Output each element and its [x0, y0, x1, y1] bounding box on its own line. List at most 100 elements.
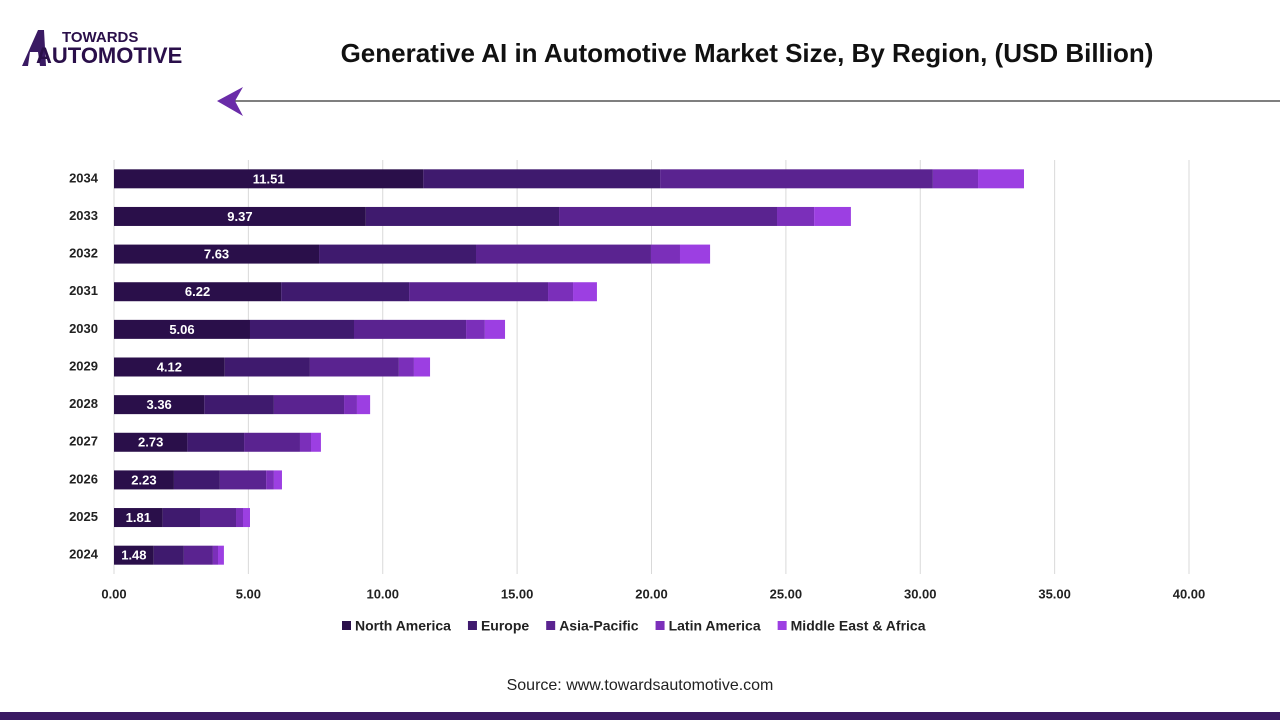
x-tick-label: 15.00 — [501, 586, 534, 601]
y-tick-label: 2033 — [69, 208, 98, 223]
arrow-head — [217, 87, 243, 116]
legend-swatch — [655, 621, 665, 630]
bar-segment — [183, 545, 213, 565]
y-tick-label: 2024 — [69, 547, 99, 562]
y-tick-label: 2031 — [69, 283, 98, 298]
data-label: 4.12 — [157, 359, 182, 374]
bar-segment — [114, 319, 250, 339]
data-label: 6.22 — [185, 284, 210, 299]
legend-swatch — [342, 621, 351, 630]
bar-segment — [114, 395, 205, 415]
logo-text: TOWARDS — [62, 29, 138, 46]
logo-icon — [22, 30, 46, 66]
bar-segment — [114, 470, 174, 490]
bar-segment — [114, 357, 225, 377]
bar-segment — [273, 470, 282, 490]
bar-segment — [398, 357, 414, 377]
footer-strip — [0, 712, 1280, 720]
x-tick-label: 40.00 — [1173, 586, 1206, 601]
bar-segment — [114, 244, 320, 264]
bar-segment — [777, 206, 815, 226]
bar-segment — [679, 244, 711, 264]
bar-segment — [244, 432, 300, 452]
bar-segment — [484, 319, 506, 339]
bar-segment — [650, 244, 680, 264]
bar-segment — [249, 319, 354, 339]
legend-label: Europe — [481, 618, 529, 634]
bar-segment — [187, 432, 245, 452]
bar-segment — [413, 357, 431, 377]
y-tick-label: 2027 — [69, 434, 98, 449]
bar-segment — [573, 282, 597, 302]
bar-segment — [978, 169, 1024, 189]
bar-segment — [476, 244, 651, 264]
y-tick-label: 2025 — [69, 509, 98, 524]
x-tick-label: 5.00 — [236, 586, 261, 601]
bar-segment — [548, 282, 574, 302]
y-tick-label: 2032 — [69, 246, 98, 261]
x-tick-label: 20.00 — [635, 586, 668, 601]
bar-segment — [219, 470, 267, 490]
x-tick-label: 0.00 — [101, 586, 126, 601]
bar-segment — [660, 169, 933, 189]
data-label: 1.81 — [126, 510, 151, 525]
bar-segment — [273, 395, 345, 415]
bar-segment — [309, 357, 399, 377]
bar-segment — [266, 470, 274, 490]
y-tick-label: 2029 — [69, 358, 98, 373]
data-label: 1.48 — [121, 548, 146, 563]
logo-text: AUTOMOTIVE — [36, 43, 182, 68]
legend-swatch — [777, 621, 787, 630]
bar-segment — [466, 319, 485, 339]
x-tick-label: 25.00 — [770, 586, 803, 601]
y-tick-label: 2030 — [69, 321, 98, 336]
bar-segment — [224, 357, 310, 377]
bar-segment — [559, 206, 778, 226]
bar-segment — [212, 545, 219, 565]
legend-swatch — [546, 621, 556, 630]
y-tick-label: 2034 — [69, 170, 99, 185]
bar-segment — [356, 395, 371, 415]
bar-segment — [114, 508, 163, 528]
bar-segment — [353, 319, 467, 339]
y-tick-label: 2026 — [69, 471, 98, 486]
data-label: 2.73 — [138, 435, 163, 450]
bar-segment — [114, 432, 188, 452]
bar-segment — [319, 244, 477, 264]
bar-segment — [365, 206, 560, 226]
bar-segment — [281, 282, 410, 302]
bar-segment — [409, 282, 549, 302]
bar-segment — [114, 282, 282, 302]
data-label: 7.63 — [204, 247, 229, 262]
legend-label: Latin America — [669, 618, 761, 634]
y-tick-label: 2028 — [69, 396, 98, 411]
plot: 0.00 5.00 10.00 15.00 20.00 25.00 30.00 35.00 40… — [69, 160, 1205, 634]
chart-title: Generative AI in Automotive Market Size,… — [341, 38, 1154, 68]
data-label: 3.36 — [146, 397, 171, 412]
bar-segment — [114, 169, 424, 189]
data-label: 5.06 — [169, 322, 194, 337]
bar-segment — [236, 508, 243, 528]
legend-label: Asia-Pacific — [559, 618, 639, 634]
bar-segment — [153, 545, 184, 565]
data-label: 9.37 — [227, 209, 252, 224]
bar-segment — [299, 432, 311, 452]
legend-swatch — [467, 621, 477, 630]
bar-segment — [114, 206, 366, 226]
x-tick-label: 30.00 — [904, 586, 937, 601]
bar-segment — [932, 169, 979, 189]
bar-segment — [204, 395, 274, 415]
bar-segment — [173, 470, 220, 490]
bar-segment — [423, 169, 661, 189]
bar-segment — [218, 545, 224, 565]
bar-segment — [310, 432, 321, 452]
legend-label: Middle East & Africa — [791, 618, 926, 634]
x-tick-label: 35.00 — [1038, 586, 1071, 601]
data-label: 11.51 — [253, 171, 285, 186]
bar-segment — [243, 508, 250, 528]
bar-segment — [344, 395, 357, 415]
x-tick-label: 10.00 — [366, 586, 399, 601]
bar-segment — [162, 508, 200, 528]
bar-segment — [814, 206, 851, 226]
bar-segment — [114, 545, 154, 565]
